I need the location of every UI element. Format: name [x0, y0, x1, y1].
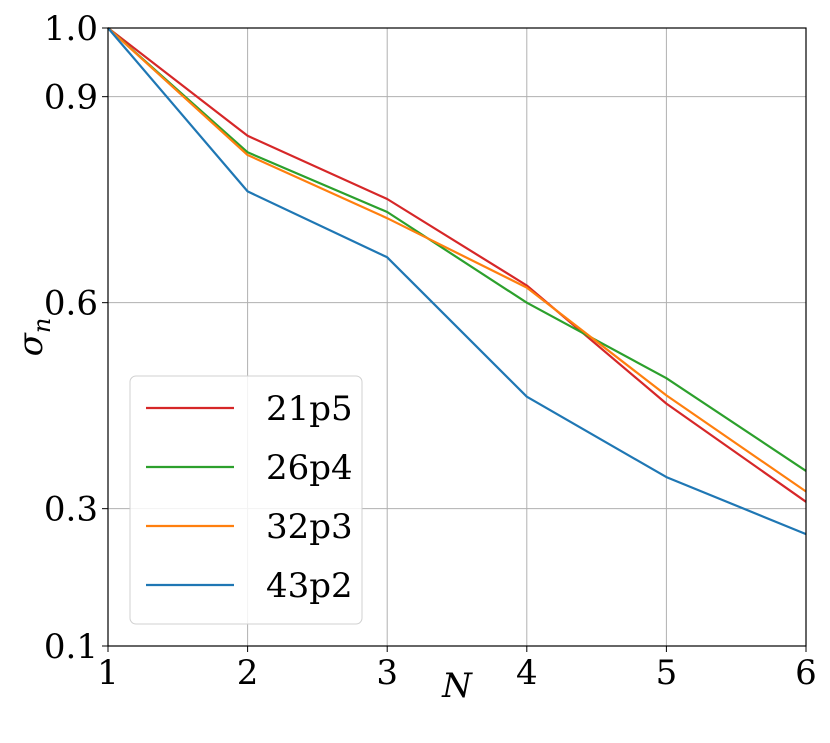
y-axis-label-subscript: n: [28, 318, 56, 333]
legend-label-32p3: 32p3: [266, 507, 353, 547]
series-line-21p5: [107, 27, 807, 503]
x-tick-label: 6: [795, 653, 817, 693]
y-tick-label: 0.1: [44, 627, 98, 667]
svg-text:σn: σn: [11, 318, 56, 357]
y-tick-label: 0.6: [44, 284, 98, 324]
legend-label-43p2: 43p2: [266, 566, 353, 606]
x-axis-label: N: [441, 666, 473, 706]
legend-label-26p4: 26p4: [266, 448, 353, 488]
series-line-32p3: [107, 27, 807, 493]
y-tick-label: 0.9: [44, 78, 98, 118]
series-lines: [107, 27, 807, 536]
series-line-26p4: [107, 27, 807, 472]
tick-labels: 1 2 3 4 5 6 0.1 0.3 0.6 0.9 1.0: [44, 9, 817, 693]
x-tick-label: 3: [376, 653, 398, 693]
series-line-43p2: [107, 27, 807, 536]
axis-ticks: [102, 27, 807, 652]
legend: 21p5 26p4 32p3 43p2: [129, 375, 363, 625]
x-tick-label: 4: [516, 653, 538, 693]
y-tick-label: 0.3: [44, 490, 98, 530]
plot-frame: [107, 27, 807, 647]
legend-box: [129, 375, 363, 625]
legend-label-21p5: 21p5: [266, 389, 353, 429]
y-axis-label-symbol: σ: [11, 332, 51, 356]
x-tick-label: 2: [237, 653, 259, 693]
y-tick-label: 1.0: [44, 9, 98, 49]
x-tick-label: 1: [97, 653, 119, 693]
y-axis-label: σn: [11, 318, 56, 357]
x-tick-label: 5: [656, 653, 678, 693]
